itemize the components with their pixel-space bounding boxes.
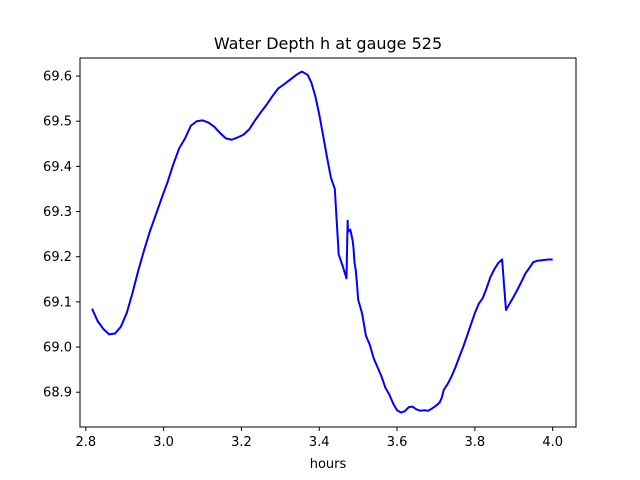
y-tick-label: 69.3 xyxy=(43,205,72,220)
y-tick-label: 69.6 xyxy=(43,70,72,85)
x-axis-ticks: 2.8 3.0 3.2 3.4 3.6 3.8 4.0 xyxy=(75,427,563,450)
y-tick-label: 69.4 xyxy=(43,160,72,175)
plot-area xyxy=(79,57,577,428)
y-axis-ticks: 68.9 69.0 69.1 69.2 69.3 69.4 69.5 69.6 xyxy=(43,70,80,401)
x-tick-label: 3.4 xyxy=(309,435,330,450)
y-tick-label: 69.0 xyxy=(43,341,72,356)
y-tick-label: 69.2 xyxy=(43,250,72,265)
series-line xyxy=(91,70,553,414)
chart-title: Water Depth h at gauge 525 xyxy=(214,34,442,53)
x-tick-label: 3.8 xyxy=(465,435,486,450)
x-tick-label: 2.8 xyxy=(75,435,96,450)
axes-frame xyxy=(79,57,577,428)
x-tick-label: 3.0 xyxy=(153,435,174,450)
x-tick-label: 3.6 xyxy=(387,435,408,450)
y-tick-label: 69.5 xyxy=(43,115,72,130)
x-tick-label: 3.2 xyxy=(231,435,252,450)
x-axis-label: hours xyxy=(310,457,347,472)
y-tick-label: 69.1 xyxy=(43,295,72,310)
y-tick-label: 68.9 xyxy=(43,386,72,401)
x-tick-label: 4.0 xyxy=(542,435,563,450)
